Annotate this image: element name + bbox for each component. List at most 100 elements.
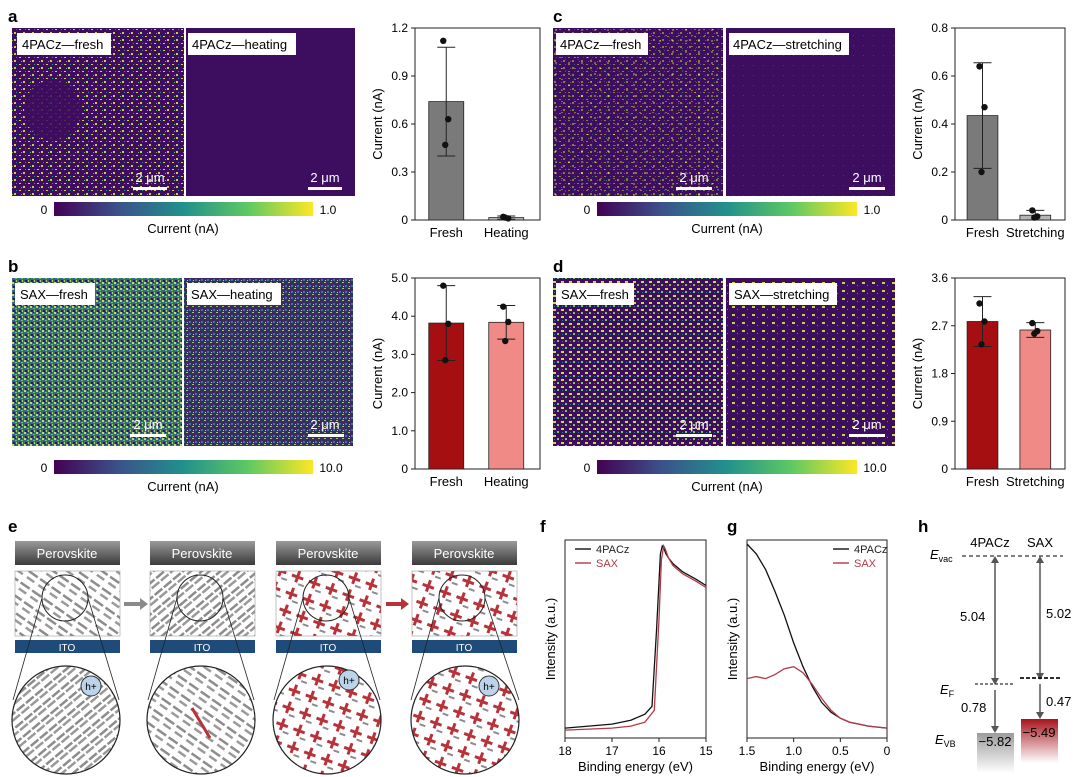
series-line-g-sax <box>746 666 888 729</box>
colorbar-d-max: 10.0 <box>863 461 887 475</box>
ito-layer-4 <box>412 640 517 653</box>
legend-label-g-0: 4PACz <box>854 544 887 556</box>
map-c-scalebar-left <box>676 187 712 190</box>
ytick-label-b-3: 3.0 <box>391 347 408 361</box>
map-a-right-label: 4PACz—heating <box>192 37 287 52</box>
map-c-scalebar-right <box>849 187 885 190</box>
hole-label-1: h+ <box>85 682 97 693</box>
colorbar-d-min: 0 <box>584 461 591 475</box>
series-line-f-sax <box>564 543 707 731</box>
point-d-1-2 <box>1031 330 1038 337</box>
plot-frame-b <box>414 277 541 470</box>
bar-d-1 <box>1019 329 1052 470</box>
ytick-label-a-3: 0.9 <box>391 69 408 83</box>
ytick-label-c-0: 0 <box>941 213 948 227</box>
xlabel-a-0: Fresh <box>430 225 463 240</box>
energy-col-sax: SAX <box>1027 535 1053 550</box>
point-c-1-0 <box>1029 207 1036 214</box>
schematic-col-3: Perovskite ITO h+ <box>272 541 382 775</box>
point-b-0-2 <box>442 356 449 364</box>
ito-layer-3 <box>276 640 381 653</box>
colorbar-b-max: 10.0 <box>319 461 343 475</box>
hole-label-3: h+ <box>343 676 355 687</box>
map-a-scalebar-left <box>133 187 167 190</box>
arrow-gray <box>124 598 148 610</box>
map-d-right <box>726 278 895 446</box>
legend-label-f-1: SAX <box>596 558 619 570</box>
map-b-right <box>184 278 353 446</box>
sam-layer-3 <box>275 570 382 637</box>
map-panel-c: 4PACz—fresh 4PACz—stretching 2 μm 2 μm 0… <box>553 28 895 236</box>
ytick-label-d-2: 1.8 <box>931 367 948 381</box>
legend-label-g-1: SAX <box>854 558 877 570</box>
map-c-scalebar-right-label: 2 μm <box>852 170 881 185</box>
xlabel-g: Binding energy (eV) <box>760 759 875 774</box>
zoom-circle-2 <box>146 665 256 775</box>
colorbar-c-label: Current (nA) <box>691 221 763 236</box>
bar-chart-d: 0 0.9 1.8 2.7 3.6 Current (nA) Fresh Stretching <box>910 271 1066 489</box>
ylabel-g: Intensity (a.u.) <box>725 598 740 680</box>
colorbar-c-min: 0 <box>584 203 591 217</box>
label-evac: Evac <box>930 547 953 564</box>
map-d-left <box>553 278 723 446</box>
point-b-0-0 <box>440 282 447 289</box>
hole-badge-4 <box>478 675 500 697</box>
zoom-circle-3 <box>272 665 382 775</box>
ylabel-f: Intensity (a.u.) <box>543 598 558 680</box>
schematic-col-1: Perovskite ITO h+ <box>11 541 121 775</box>
xtick-label-f-1: 17 <box>605 744 619 758</box>
panel-letter-f: f <box>540 517 546 536</box>
bar-chart-c: 0 0.2 0.4 0.6 0.8 Current (nA) Fresh Stretching <box>910 21 1066 240</box>
xlabel-d-0: Fresh <box>966 474 999 489</box>
ytick-label-b-0: 0 <box>401 462 408 476</box>
map-d-scalebar-left <box>676 434 712 437</box>
sam-layer-2 <box>149 570 256 637</box>
map-a-scalebar-right-label: 2 μm <box>310 170 339 185</box>
xtick-label-f-0: 18 <box>558 744 572 758</box>
ito-label-3: ITO <box>320 643 337 654</box>
perovskite-cap-3 <box>276 541 381 565</box>
map-b-scalebar-left-label: 2 μm <box>133 417 162 432</box>
xtick-label-g-0: 1.5 <box>739 744 756 758</box>
bar-chart-a: 0 0.3 0.6 0.9 1.2 Current (nA) Fresh Heating <box>370 21 541 240</box>
xlabel-c-0: Fresh <box>966 225 999 240</box>
map-panel-b: SAX—fresh SAX—heating 2 μm 2 μm 0 10.0 C… <box>12 278 353 494</box>
ytick-label-b-5: 5.0 <box>391 271 408 285</box>
xtick-label-g-3: 0 <box>884 744 891 758</box>
colorbar-c-max: 1.0 <box>864 203 881 217</box>
ytick-label-c-2: 0.4 <box>931 117 948 131</box>
ytick-label-c-3: 0.6 <box>931 69 948 83</box>
map-b-scalebar-right-label: 2 μm <box>310 417 339 432</box>
colorbar-a-max: 1.0 <box>320 203 337 217</box>
ytick-label-b-1: 1.0 <box>391 424 408 438</box>
ytick-label-b-2: 2.0 <box>391 386 408 400</box>
vb-box-sax <box>1021 719 1058 763</box>
colorbar-b <box>54 460 313 474</box>
zoom-circle-4 <box>410 665 520 775</box>
ytick-label-c-4: 0.8 <box>931 21 948 35</box>
schematic-e: Perovskite ITO h+ Perovskite ITO <box>11 541 520 775</box>
bar-chart-b: 0 1.0 2.0 3.0 4.0 5.0 Current (nA) Fresh Heating <box>370 271 541 489</box>
ylabel-c: Current (nA) <box>910 88 925 160</box>
panel-letter-b: b <box>8 257 18 276</box>
panel-letter-g: g <box>727 517 737 536</box>
series-line-f-4pacz <box>564 544 707 729</box>
zoom-circle-1 <box>11 665 121 775</box>
gap-4pacz: 5.04 <box>960 609 985 624</box>
ytick-label-b-4: 4.0 <box>391 309 408 323</box>
map-d-right-label: SAX—stretching <box>734 287 829 302</box>
ytick-label-c-1: 0.2 <box>931 165 948 179</box>
point-b-1-1 <box>505 318 512 326</box>
xtick-label-g-1: 1.0 <box>785 744 802 758</box>
hole-badge-3 <box>338 669 360 691</box>
map-d-scalebar-right <box>849 434 885 437</box>
ytick-label-d-4: 3.6 <box>931 271 948 285</box>
gap-sax: 5.02 <box>1046 606 1071 621</box>
panel-letter-e: e <box>8 517 17 536</box>
bar-b-1 <box>488 321 525 470</box>
hole-label-4: h+ <box>483 682 495 693</box>
map-a-left-label: 4PACz—fresh <box>22 37 103 52</box>
perovskite-cap-4 <box>412 541 517 565</box>
colorbar-b-min: 0 <box>41 461 48 475</box>
